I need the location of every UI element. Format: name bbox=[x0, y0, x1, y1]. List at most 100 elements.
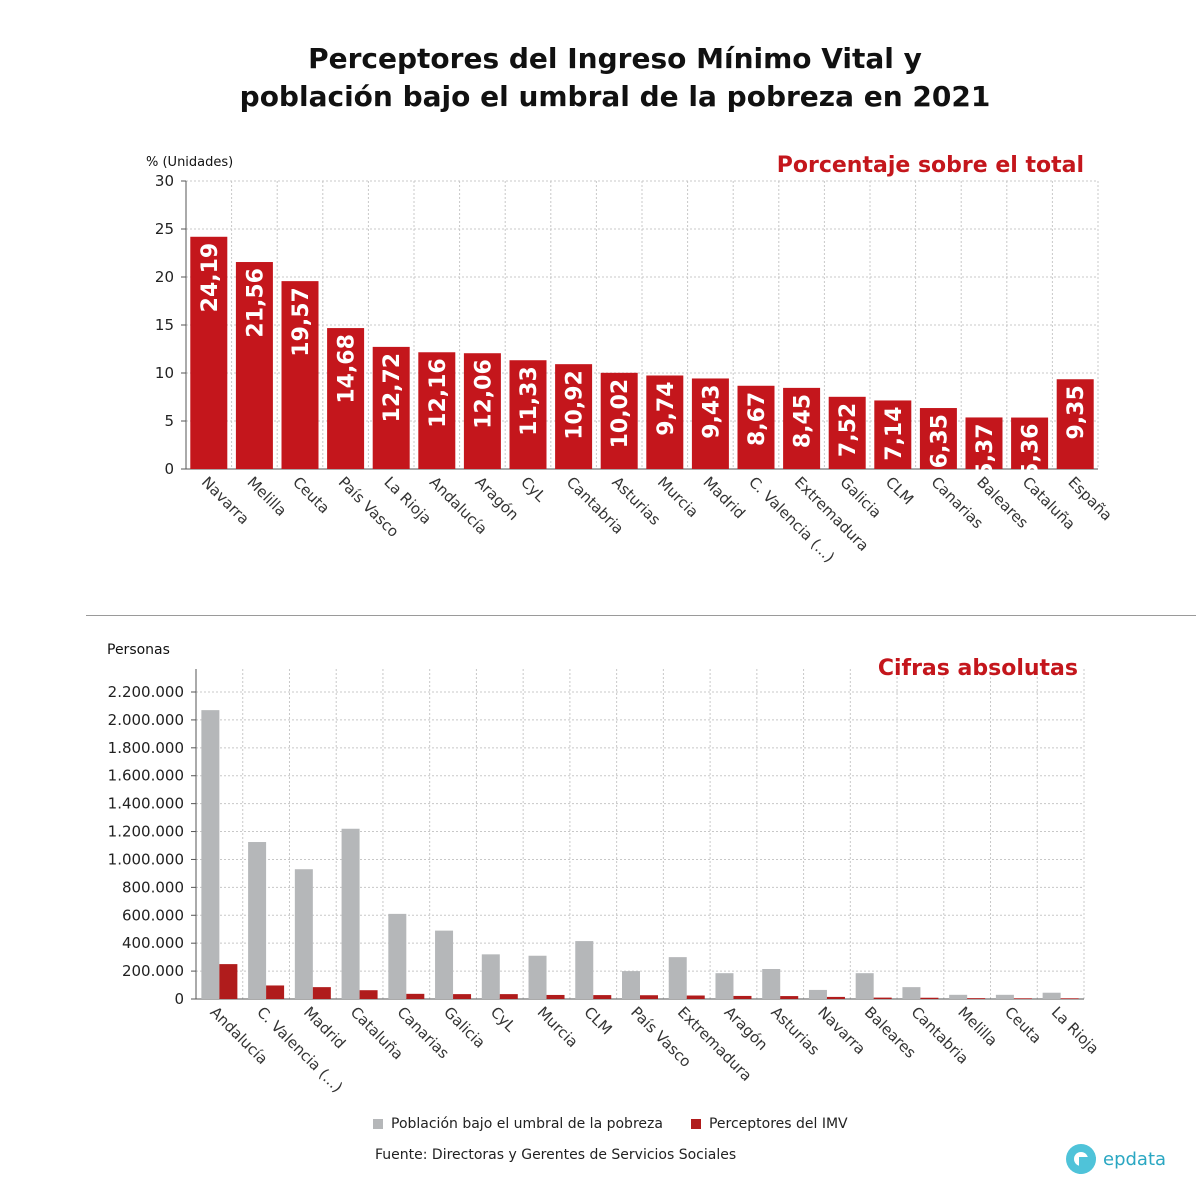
bar-canarias bbox=[919, 408, 957, 469]
x-tick-label: Ceuta bbox=[1001, 1003, 1045, 1047]
bar-extremadura-poverty bbox=[668, 957, 687, 999]
bar-c-valencia-poverty bbox=[248, 842, 267, 999]
bar-andalucia-poverty bbox=[201, 710, 220, 999]
bar-value-label: 7,52 bbox=[836, 403, 861, 457]
legend-item-imv: Perceptores del IMV bbox=[690, 1116, 848, 1132]
bar-value-label: 9,35 bbox=[1064, 385, 1089, 439]
epdata-logo: epdata bbox=[1066, 1144, 1166, 1174]
bar-la-rioja-imv bbox=[1060, 998, 1079, 999]
bar-extremadura-imv bbox=[686, 995, 705, 999]
bar-value-label: 6,35 bbox=[927, 414, 952, 468]
y-axis-title: % (Unidades) bbox=[146, 155, 233, 170]
y-tick-label: 0 bbox=[174, 990, 184, 1008]
y-tick-label: 200.000 bbox=[122, 962, 184, 980]
bar-value-label: 10,92 bbox=[563, 370, 588, 440]
bar-value-label: 24,19 bbox=[198, 243, 223, 313]
bar-value-label: 5,36 bbox=[1019, 424, 1044, 478]
y-tick-label: 1.000.000 bbox=[108, 850, 184, 868]
legend-label-poverty: Población bajo el umbral de la pobreza bbox=[391, 1116, 663, 1132]
chart-title: Porcentaje sobre el total bbox=[777, 153, 1084, 178]
bar-ceuta-imv bbox=[1013, 998, 1032, 999]
bar-baleares-poverty bbox=[855, 973, 874, 999]
bar-pais-vasco-imv bbox=[640, 995, 658, 999]
y-tick-label: 10 bbox=[155, 364, 174, 382]
bar-cyl-poverty bbox=[481, 954, 500, 999]
bar-navarra-poverty bbox=[808, 989, 827, 999]
bar-pais-vasco-poverty bbox=[622, 971, 640, 999]
x-tick-label: Murcia bbox=[534, 1003, 582, 1051]
title-line-1: Perceptores del Ingreso Mínimo Vital y bbox=[308, 42, 922, 75]
bar-c-valencia bbox=[737, 385, 775, 469]
bar-value-label: 12,06 bbox=[471, 359, 496, 429]
bar-madrid bbox=[691, 378, 729, 469]
y-tick-label: 2.000.000 bbox=[108, 711, 184, 729]
bar-andalucia bbox=[418, 352, 456, 469]
y-tick-label: 0 bbox=[164, 460, 174, 478]
legend-swatch-poverty bbox=[373, 1119, 383, 1129]
y-tick-label: 1.200.000 bbox=[108, 823, 184, 841]
y-tick-label: 1.800.000 bbox=[108, 739, 184, 757]
bar-asturias-poverty bbox=[762, 968, 781, 999]
bar-value-label: 7,14 bbox=[882, 406, 907, 460]
bar-baleares-imv bbox=[873, 997, 892, 999]
bar-navarra-imv bbox=[826, 996, 845, 999]
bar-andalucia-imv bbox=[219, 964, 238, 999]
bar-melilla-imv bbox=[967, 998, 986, 999]
legend-swatch-imv bbox=[690, 1119, 701, 1129]
bar-cataluna-poverty bbox=[341, 828, 360, 999]
bar-value-label: 9,74 bbox=[654, 381, 679, 435]
bar-murcia-imv bbox=[546, 994, 565, 999]
bar-cantabria-imv bbox=[920, 997, 939, 999]
bar-galicia-poverty bbox=[435, 930, 454, 999]
y-tick-label: 400.000 bbox=[122, 934, 184, 952]
bar-canarias-imv bbox=[406, 993, 425, 999]
bar-galicia bbox=[828, 396, 866, 469]
bar-melilla bbox=[235, 262, 273, 469]
y-tick-label: 800.000 bbox=[122, 878, 184, 896]
y-tick-label: 1.600.000 bbox=[108, 767, 184, 785]
bar-la-rioja-poverty bbox=[1042, 992, 1061, 999]
bar-navarra bbox=[190, 236, 228, 469]
bar-ceuta-poverty bbox=[995, 994, 1014, 999]
bar-cyl-imv bbox=[499, 994, 518, 999]
bar-ceuta bbox=[281, 281, 319, 469]
bar-clm bbox=[874, 400, 912, 469]
x-tick-label: C. Valencia (...) bbox=[253, 1003, 346, 1096]
bar-value-label: 10,02 bbox=[608, 379, 633, 449]
bar-cyl bbox=[509, 360, 547, 469]
bar-la-rioja bbox=[372, 346, 410, 469]
chart-title: Cifras absolutas bbox=[878, 656, 1078, 681]
bar-pais-vasco bbox=[327, 328, 365, 469]
bar-galicia-imv bbox=[453, 994, 472, 999]
bar-madrid-poverty bbox=[294, 869, 313, 999]
bar-canarias-poverty bbox=[388, 913, 407, 999]
y-tick-label: 1.400.000 bbox=[108, 795, 184, 813]
y-tick-label: 25 bbox=[155, 220, 174, 238]
bar-asturias-imv bbox=[780, 996, 799, 999]
x-tick-label: CyL bbox=[487, 1003, 520, 1036]
bar-aragon-imv bbox=[733, 995, 752, 999]
bar-value-label: 19,57 bbox=[289, 287, 314, 357]
x-tick-label: Navarra bbox=[814, 1003, 869, 1058]
bar-madrid-imv bbox=[312, 987, 331, 999]
legend-item-poverty: Población bajo el umbral de la pobreza bbox=[373, 1116, 663, 1132]
source-note: Fuente: Directoras y Gerentes de Servici… bbox=[375, 1147, 737, 1163]
bar-aragon-poverty bbox=[715, 973, 734, 999]
bar-murcia bbox=[646, 375, 684, 469]
bar-melilla-poverty bbox=[949, 994, 968, 999]
x-tick-label: La Rioja bbox=[1048, 1003, 1103, 1058]
legend-label-imv: Perceptores del IMV bbox=[708, 1116, 848, 1132]
y-tick-label: 600.000 bbox=[122, 906, 184, 924]
bar-baleares bbox=[965, 417, 1003, 469]
bar-value-label: 12,16 bbox=[426, 358, 451, 428]
bar-value-label: 8,45 bbox=[791, 394, 816, 448]
bar-extremadura bbox=[783, 387, 821, 469]
bar-clm-imv bbox=[593, 995, 612, 999]
bar-value-label: 12,72 bbox=[380, 353, 405, 423]
bar-espana bbox=[1056, 379, 1094, 469]
bar-asturias bbox=[600, 372, 638, 469]
y-tick-label: 2.200.000 bbox=[108, 683, 184, 701]
y-axis-title: Personas bbox=[107, 642, 170, 658]
bar-value-label: 9,43 bbox=[699, 384, 724, 438]
